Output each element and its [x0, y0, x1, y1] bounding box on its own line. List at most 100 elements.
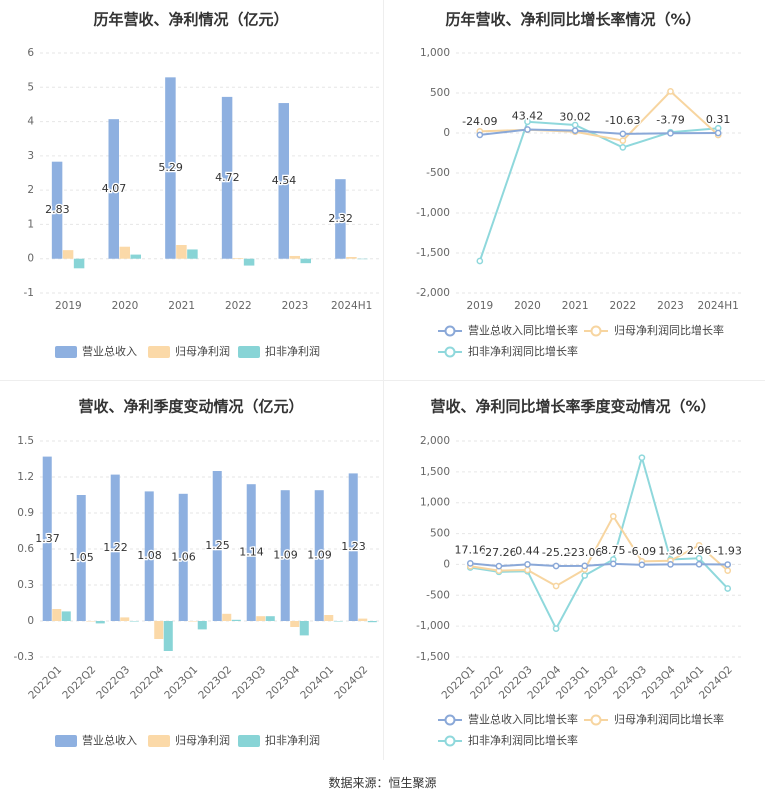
data-label: 4.54: [272, 174, 297, 187]
legend-label: 营业总收入同比增长率: [468, 323, 578, 337]
bar-net-profit: [86, 621, 96, 622]
data-point: [476, 257, 484, 265]
y-tick-label: 0: [443, 558, 450, 570]
y-tick-label: -500: [426, 167, 450, 179]
legend-item[interactable]: 营业总收入同比增长率: [438, 323, 578, 337]
data-point: [638, 561, 646, 569]
y-tick-label: 0: [27, 253, 34, 265]
bar-deducted-profit: [300, 258, 311, 264]
bar-net-profit: [290, 621, 300, 627]
y-tick-label: 500: [430, 528, 450, 540]
legend-swatch: [148, 735, 170, 747]
data-point: [695, 541, 703, 549]
legend-item[interactable]: 归母净利润: [148, 344, 230, 358]
legend-item[interactable]: 扣非净利润同比增长率: [438, 344, 578, 358]
data-point: [619, 130, 627, 138]
data-label: -25.2: [542, 546, 570, 559]
chart-quarterly-growth: 营收、净利同比增长率季度变动情况（%） -1,500 -1,000 -500 0 500 1…: [416, 398, 743, 748]
data-label: 1.05: [69, 551, 94, 564]
chart-title: 营收、净利同比增长率季度变动情况（%）: [430, 398, 715, 416]
chart-annual-amount: 历年营收、净利情况（亿元） -1 0 1 2 3 4 5 6 2019 2020 2021 2022 20…: [24, 11, 380, 358]
legend-swatch: [238, 346, 260, 358]
x-tick-label: 2023Q2: [196, 664, 234, 702]
legend-swatch: [55, 346, 77, 358]
data-point: [552, 625, 560, 632]
data-label: 2.96: [687, 544, 712, 557]
bar-revenue: [144, 491, 154, 621]
legend-item[interactable]: 归母净利润: [148, 733, 230, 747]
data-label: -6.09: [628, 545, 656, 558]
bar-net-profit: [289, 255, 300, 259]
panel-divider-horizontal: [0, 380, 765, 381]
bar-revenue: [348, 473, 358, 621]
y-tick-label: 3: [27, 150, 34, 162]
bar-revenue: [280, 490, 290, 621]
legend-item[interactable]: 扣非净利润同比增长率: [438, 733, 578, 747]
data-point: [724, 567, 732, 574]
bar-net-profit: [358, 618, 368, 621]
x-tick-label: 2020: [112, 300, 139, 312]
bar-net-profit: [154, 621, 164, 639]
series-line: [479, 128, 719, 136]
legend-item[interactable]: 营业总收入同比增长率: [438, 712, 578, 726]
data-point: [667, 88, 674, 95]
series-line: [470, 514, 729, 588]
legend-swatch: [238, 735, 260, 747]
legend-item[interactable]: 扣非净利润: [238, 733, 320, 747]
bar-net-profit: [232, 258, 244, 259]
legend-item[interactable]: 扣非净利润: [238, 344, 320, 358]
data-label: 1.14: [239, 546, 264, 559]
y-tick-label: 2,000: [420, 435, 450, 447]
data-point: [552, 582, 560, 590]
y-tick-label: 1: [27, 218, 34, 230]
data-label: 1.08: [137, 549, 162, 562]
data-point: [695, 560, 703, 568]
bar-revenue: [110, 474, 120, 621]
bar-net-profit: [324, 615, 334, 621]
data-label: 1.25: [205, 539, 230, 552]
y-tick-label: -0.3: [14, 651, 35, 663]
data-point: [581, 572, 589, 579]
bar-deducted-profit: [333, 621, 343, 622]
legend-marker: [444, 735, 456, 747]
x-tick-label: 2024H1: [698, 300, 739, 312]
data-label: 1.23: [341, 540, 366, 553]
data-point: [476, 131, 484, 139]
data-point: [695, 554, 703, 562]
bar-net-profit: [188, 621, 198, 622]
bar-revenue: [314, 490, 324, 621]
y-tick-label: 2: [27, 184, 34, 196]
legend-item[interactable]: 营业总收入: [55, 344, 137, 358]
bar-revenue: [335, 179, 346, 259]
bar-revenue: [221, 96, 233, 259]
legend-item[interactable]: 归母净利润同比增长率: [584, 323, 724, 337]
data-label: 1.06: [171, 550, 196, 563]
y-tick-label: 1.2: [17, 471, 34, 483]
bar-deducted-profit: [163, 621, 173, 651]
bar-net-profit: [222, 613, 232, 621]
bar-deducted-profit: [197, 621, 207, 630]
legend-label: 扣非净利润: [265, 733, 320, 747]
legend-marker: [444, 714, 456, 726]
x-tick-label: 2022Q3: [94, 664, 132, 702]
legend-item[interactable]: 归母净利润同比增长率: [584, 712, 724, 726]
data-point: [724, 561, 732, 568]
x-tick-label: 2023Q4: [264, 664, 302, 702]
data-point: [495, 562, 503, 570]
data-label: 1.37: [35, 532, 60, 545]
x-tick-label: 2023: [282, 300, 309, 312]
y-tick-label: 6: [27, 47, 34, 59]
data-label: 43.42: [512, 110, 544, 123]
data-label: 0.31: [706, 113, 731, 126]
data-point: [667, 560, 674, 568]
data-label: 8.75: [601, 544, 626, 557]
y-tick-label: 0: [27, 615, 34, 627]
x-tick-label: 2024H1: [331, 300, 372, 312]
data-point: [571, 127, 579, 134]
bar-net-profit: [52, 609, 62, 621]
legend-label: 归母净利润同比增长率: [614, 323, 724, 337]
bar-deducted-profit: [61, 611, 71, 621]
data-point: [667, 129, 674, 137]
legend-item[interactable]: 营业总收入: [55, 733, 137, 747]
